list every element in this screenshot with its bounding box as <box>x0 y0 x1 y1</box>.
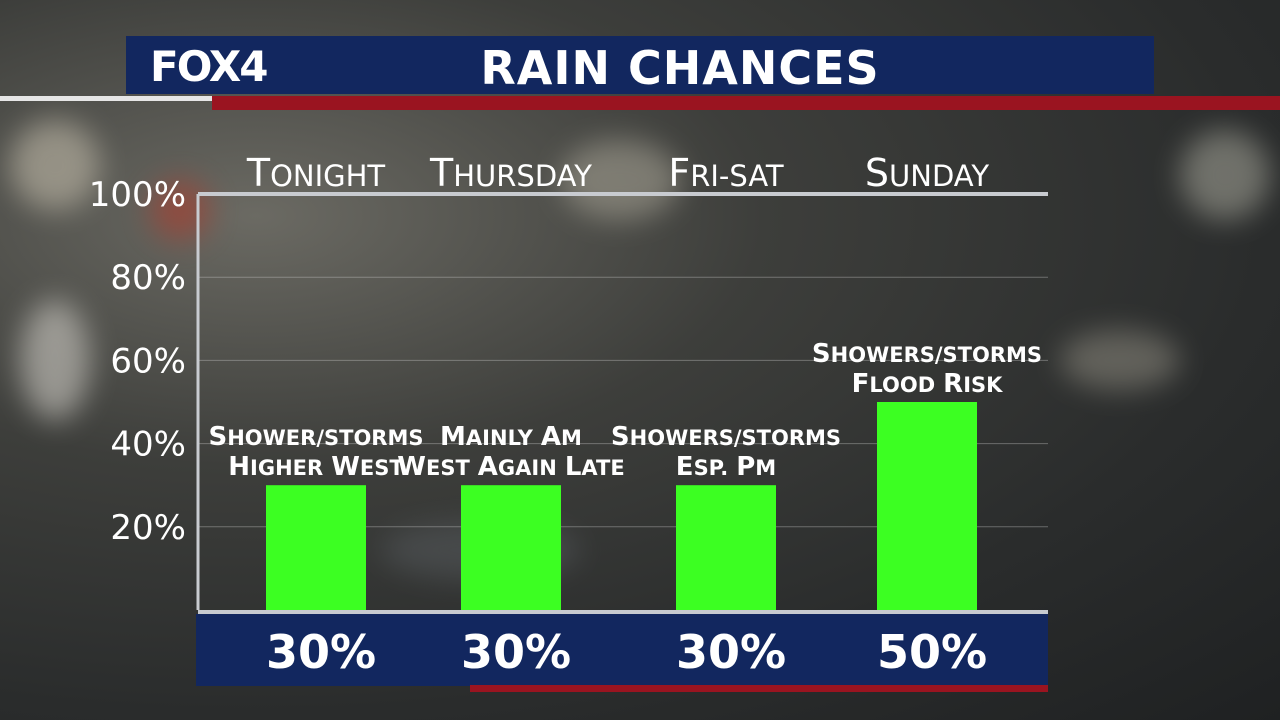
y-tick-label: 100% <box>89 175 186 215</box>
value-label: 50% <box>877 625 987 679</box>
category-label: FRI-SAT <box>668 151 784 195</box>
value-band <box>196 614 1048 686</box>
bar-annotation: SHOWERS/STORMS <box>812 339 1042 369</box>
background-bokeh <box>560 140 680 220</box>
value-label: 30% <box>676 625 786 679</box>
category-label: TONIGHT <box>246 151 386 195</box>
background-bokeh <box>150 180 210 240</box>
background-bokeh <box>1180 130 1270 220</box>
y-tick-label: 80% <box>110 258 186 298</box>
bar-annotation: FLOOD RISK <box>852 369 1004 399</box>
title-bar <box>126 36 1154 94</box>
bar-annotation: HIGHER WEST <box>228 452 404 482</box>
y-tick-label: 60% <box>110 341 186 381</box>
page-title: RAIN CHANCES <box>480 41 880 95</box>
bar <box>676 485 776 610</box>
background-bokeh <box>20 300 90 420</box>
value-label: 30% <box>461 625 571 679</box>
background-bokeh <box>1060 330 1180 390</box>
bar <box>266 485 366 610</box>
header-stripe-red <box>212 96 1280 110</box>
value-band-stripe <box>470 685 1048 692</box>
bar-annotation: WEST AGAIN LATE <box>397 452 624 482</box>
y-tick-label: 20% <box>110 508 186 548</box>
y-tick-label: 40% <box>110 425 186 465</box>
bar-annotation: ESP. PM <box>676 452 776 482</box>
background-bokeh <box>10 120 100 210</box>
bar-annotation: MAINLY AM <box>440 422 582 452</box>
station-logo: FOX4 <box>150 42 269 91</box>
bar <box>461 485 561 610</box>
bar-annotation: SHOWERS/STORMS <box>611 422 841 452</box>
value-label: 30% <box>266 625 376 679</box>
category-label: THURSDAY <box>429 151 592 195</box>
category-label: SUNDAY <box>865 151 989 195</box>
bar <box>877 402 977 610</box>
bar-annotation: SHOWER/STORMS <box>208 422 423 452</box>
header-stripe-white <box>0 96 212 101</box>
